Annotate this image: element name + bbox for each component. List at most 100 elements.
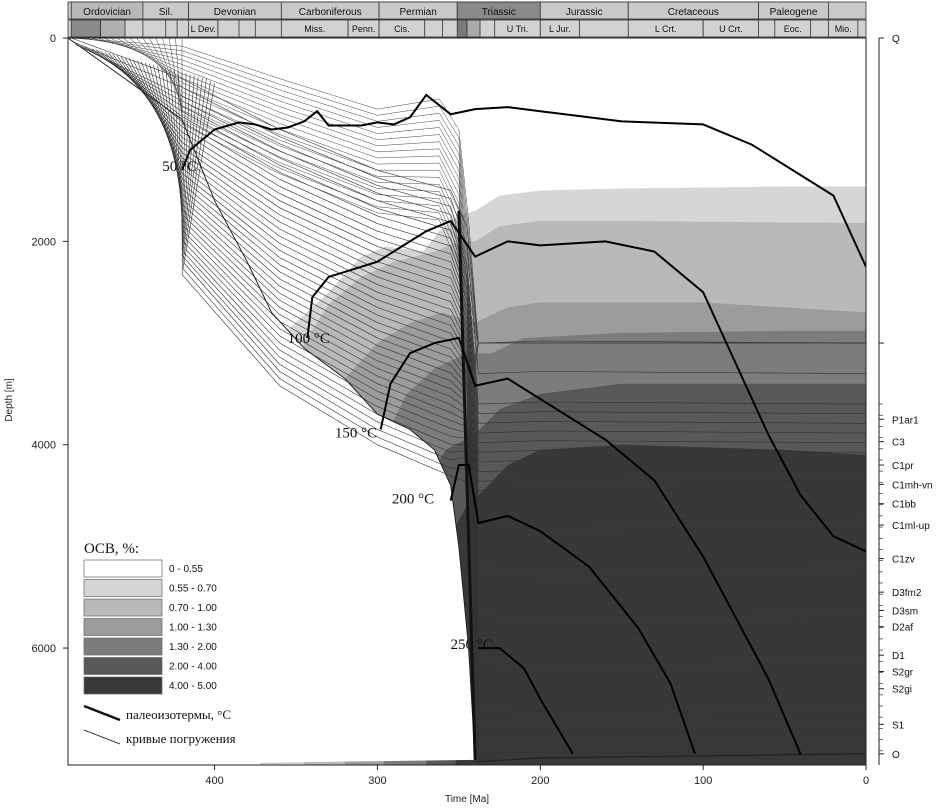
burial-curve xyxy=(108,53,866,482)
legend-isotherm-line xyxy=(83,704,121,722)
burial-curve xyxy=(71,38,866,344)
burial-curve xyxy=(181,78,866,714)
plot-frame xyxy=(67,37,867,766)
burial-curve xyxy=(181,75,866,685)
burial-curve xyxy=(116,38,479,344)
epoch-cell xyxy=(188,19,219,38)
burial-curve xyxy=(149,63,866,579)
epoch-label-eoc: Eoc. xyxy=(784,24,802,34)
y-tick-label: 6000 xyxy=(32,643,56,655)
burial-curve xyxy=(120,56,866,511)
legend-label: 2.00 - 4.00 xyxy=(169,662,217,673)
period-label-carboniferous: Carboniferous xyxy=(299,7,362,18)
epoch-label-u-crt: U Crt. xyxy=(719,24,743,34)
burial-curve xyxy=(181,76,866,695)
legend-label: 0 - 0.55 xyxy=(169,564,203,575)
burial-curve xyxy=(165,68,866,617)
x-tick-label: 400 xyxy=(205,775,223,787)
burial-curve xyxy=(181,74,866,675)
legend-line-label: кривые погружения xyxy=(126,731,236,746)
layer-label-s2gi: S2gi xyxy=(892,685,912,696)
y-axis-title: Depth [m] xyxy=(4,378,15,422)
layer-label-c1mh-vn: C1mh-vn xyxy=(892,480,933,491)
burial-curve xyxy=(149,38,479,368)
burial-curve xyxy=(181,38,479,429)
isotherm-150-c xyxy=(379,336,802,756)
burial-curve xyxy=(155,38,479,380)
layer-label-c1ml-up: C1ml-up xyxy=(892,521,930,532)
layer-label-q: Q xyxy=(892,34,900,45)
burial-curve xyxy=(181,77,866,704)
epoch-cell xyxy=(378,19,426,38)
legend-burial-line xyxy=(83,729,121,745)
burial-curve xyxy=(80,45,866,415)
epoch-label-u-tri: U Tri. xyxy=(507,24,529,34)
legend-swatch xyxy=(83,598,163,617)
burial-curve xyxy=(177,71,866,646)
y-tick-label: 4000 xyxy=(32,440,56,452)
burial-curve xyxy=(169,69,866,627)
plot-area xyxy=(68,38,866,765)
burial-curve xyxy=(168,38,479,405)
burial-curve xyxy=(96,49,866,453)
isotherm-label-200-c: 200 °C xyxy=(392,492,434,508)
x-axis: 400 300 200 100 0 xyxy=(205,765,869,787)
layer-label-s1: S1 xyxy=(892,720,905,731)
epoch-cell xyxy=(828,19,859,38)
legend-label: 1.30 - 2.00 xyxy=(169,642,217,653)
burial-curve xyxy=(181,83,866,755)
burial-curve xyxy=(123,38,479,344)
burial-curve xyxy=(142,38,479,356)
burial-curve xyxy=(76,44,866,405)
epoch-stage-cell xyxy=(70,19,101,38)
period-label-ordovician: Ordovician xyxy=(83,7,131,18)
legend-swatch xyxy=(83,579,163,597)
burial-curve xyxy=(71,41,866,374)
burial-curve xyxy=(92,48,866,443)
burial-curve xyxy=(97,38,479,344)
epoch-label-penn: Penn. xyxy=(352,24,376,34)
period-label-sil: Sil. xyxy=(159,7,173,18)
burial-curve xyxy=(90,38,479,344)
burial-curve xyxy=(129,38,479,344)
legend-label: 0.70 - 1.00 xyxy=(169,603,217,614)
collapse-line xyxy=(457,210,477,760)
epoch-label-l-crt: L Crt. xyxy=(655,24,677,34)
epoch-stage-cell xyxy=(456,19,468,38)
legend-title: OCB, %: xyxy=(84,541,139,557)
layer-label-d3fm2: D3fm2 xyxy=(892,588,922,599)
legend-label: 4.00 - 5.00 xyxy=(169,681,217,692)
burial-curve xyxy=(141,61,866,559)
legend-label: 1.00 - 1.30 xyxy=(169,623,217,634)
layer-label-c1pr: C1pr xyxy=(892,461,914,472)
legend-swatch xyxy=(83,559,163,578)
legend-swatch xyxy=(83,618,163,636)
layer-label-d2af: D2af xyxy=(892,623,913,634)
burial-curve xyxy=(71,38,479,344)
epoch-stage-cell xyxy=(466,19,481,38)
x-tick-label: 0 xyxy=(863,775,869,787)
burial-curve xyxy=(77,38,479,344)
legend-label: 0.55 - 0.70 xyxy=(169,584,217,595)
isotherm-200-c xyxy=(449,464,696,755)
x-tick-label: 300 xyxy=(368,775,386,787)
isotherm-250-c xyxy=(478,647,574,755)
basement-mask xyxy=(68,38,476,765)
burial-curve xyxy=(153,64,866,588)
burial-curve xyxy=(173,70,866,637)
legend: OCB, %: 0 - 0.55 0.55 - 0.70 0.70 - 1.00 1.0… xyxy=(83,541,236,746)
burial-curve xyxy=(104,51,866,472)
legend-line-label: палеоизотермы, °C xyxy=(126,707,231,722)
epoch-label-cis: Cis. xyxy=(394,24,410,34)
isotherm-label-250-c: 250 °C xyxy=(450,637,492,653)
period-label-permian: Permian xyxy=(400,7,437,18)
burial-curve xyxy=(112,54,866,492)
layer-label-p1ar1: P1ar1 xyxy=(892,415,919,426)
layer-label-s2gr: S2gr xyxy=(892,667,914,678)
burial-curve xyxy=(100,50,866,463)
period-label-cretaceous: Cretaceous xyxy=(668,7,719,18)
burial-curve xyxy=(132,59,866,540)
isotherm-label-100-c: 100 °C xyxy=(288,331,330,347)
burial-curve xyxy=(116,55,866,501)
x-axis-title: Time [Ma] xyxy=(445,794,489,805)
